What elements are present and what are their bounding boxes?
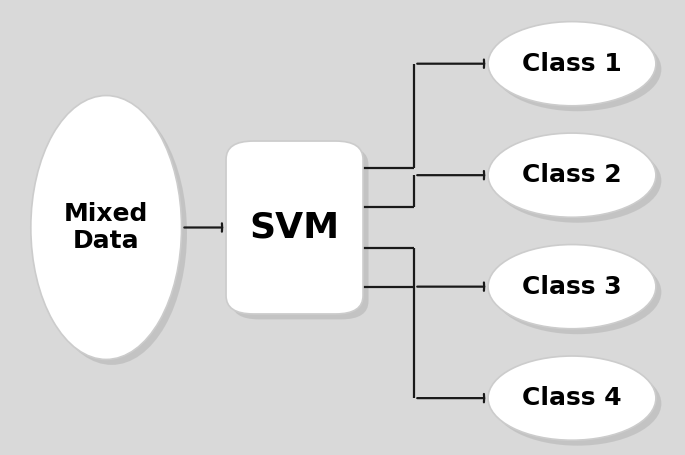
Text: SVM: SVM [249, 211, 340, 244]
Text: Class 2: Class 2 [522, 163, 622, 187]
Ellipse shape [493, 361, 661, 446]
Ellipse shape [488, 21, 656, 106]
Ellipse shape [488, 133, 656, 217]
Text: Class 3: Class 3 [522, 275, 622, 298]
Text: Mixed
Data: Mixed Data [64, 202, 149, 253]
Ellipse shape [493, 138, 661, 223]
FancyBboxPatch shape [226, 141, 363, 314]
Ellipse shape [488, 356, 656, 440]
Ellipse shape [488, 245, 656, 329]
Ellipse shape [493, 250, 661, 334]
Ellipse shape [31, 96, 182, 359]
Text: Class 4: Class 4 [522, 386, 622, 410]
FancyBboxPatch shape [232, 147, 369, 319]
Text: Class 1: Class 1 [522, 52, 622, 76]
Ellipse shape [493, 27, 661, 111]
Ellipse shape [36, 101, 187, 365]
